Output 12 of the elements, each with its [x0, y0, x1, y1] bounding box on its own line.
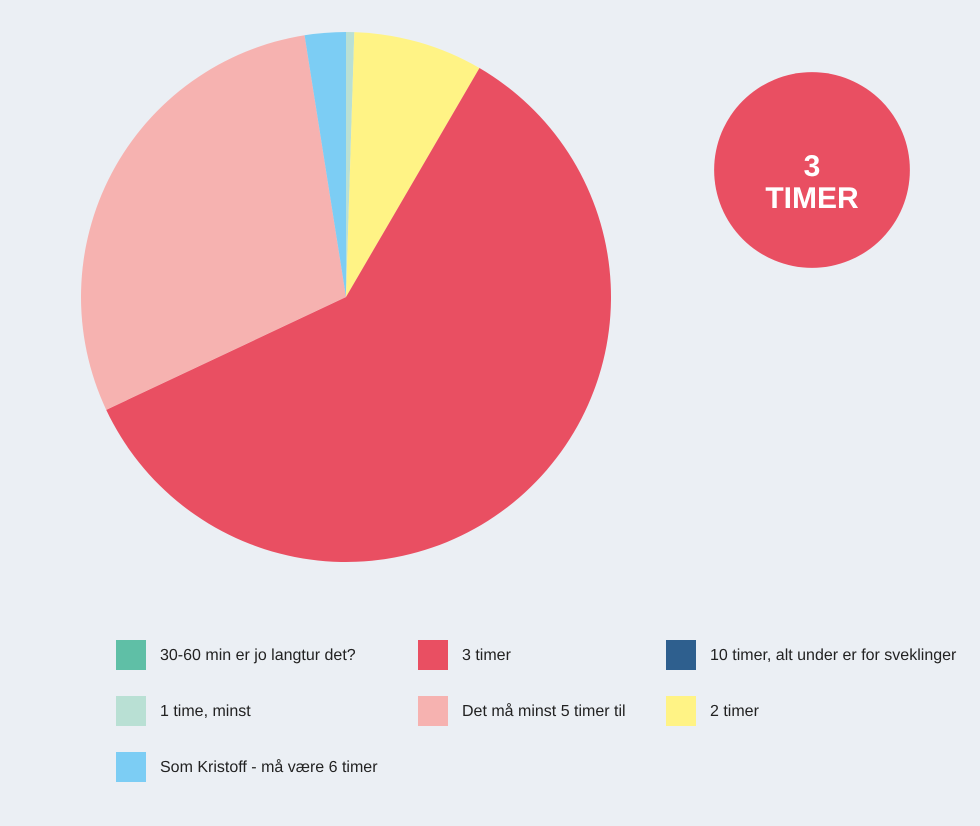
pie-slice — [304, 32, 346, 297]
text: 3 TIMER — [765, 150, 859, 215]
legend-label: 30-60 min er jo langtur det? — [160, 647, 356, 664]
legend-label: 2 timer — [710, 703, 760, 720]
legend-label: 1 time, minst — [160, 703, 252, 720]
legend-label: Som Kristoff - må være 6 timer — [160, 759, 378, 776]
pie-slice — [81, 35, 346, 410]
legend-label: 10 timer, alt under er for sveklinger — [710, 647, 958, 664]
legend-label: 3 timer — [462, 647, 512, 664]
legend-label: Det må minst 5 timer til — [462, 703, 626, 720]
pie-slice — [106, 68, 611, 562]
pie-slice — [346, 32, 480, 297]
